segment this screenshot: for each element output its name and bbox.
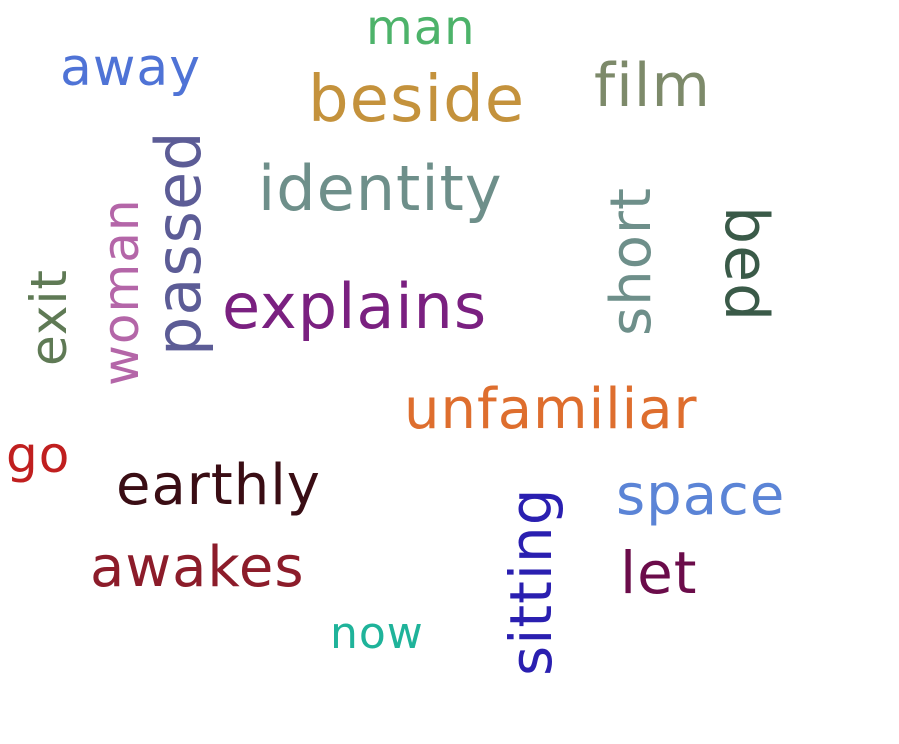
word-passed: passed (142, 130, 215, 356)
word-now: now (330, 608, 424, 659)
word-man: man (366, 0, 476, 56)
word-short: short (599, 187, 664, 336)
word-exit: exit (20, 269, 78, 366)
word-identity: identity (258, 152, 503, 225)
word-space: space (616, 463, 786, 528)
word-explains: explains (222, 270, 488, 343)
word-earthly: earthly (116, 453, 321, 518)
word-film: film (594, 51, 711, 121)
word-away: away (60, 38, 202, 98)
word-bed: bed (711, 206, 781, 323)
word-go: go (6, 426, 71, 484)
word-woman: woman (92, 198, 150, 386)
word-awakes: awakes (90, 535, 305, 600)
word-beside: beside (308, 63, 526, 137)
word-sitting: sitting (497, 487, 565, 676)
word-unfamiliar: unfamiliar (404, 377, 698, 442)
word-let: let (620, 539, 698, 607)
